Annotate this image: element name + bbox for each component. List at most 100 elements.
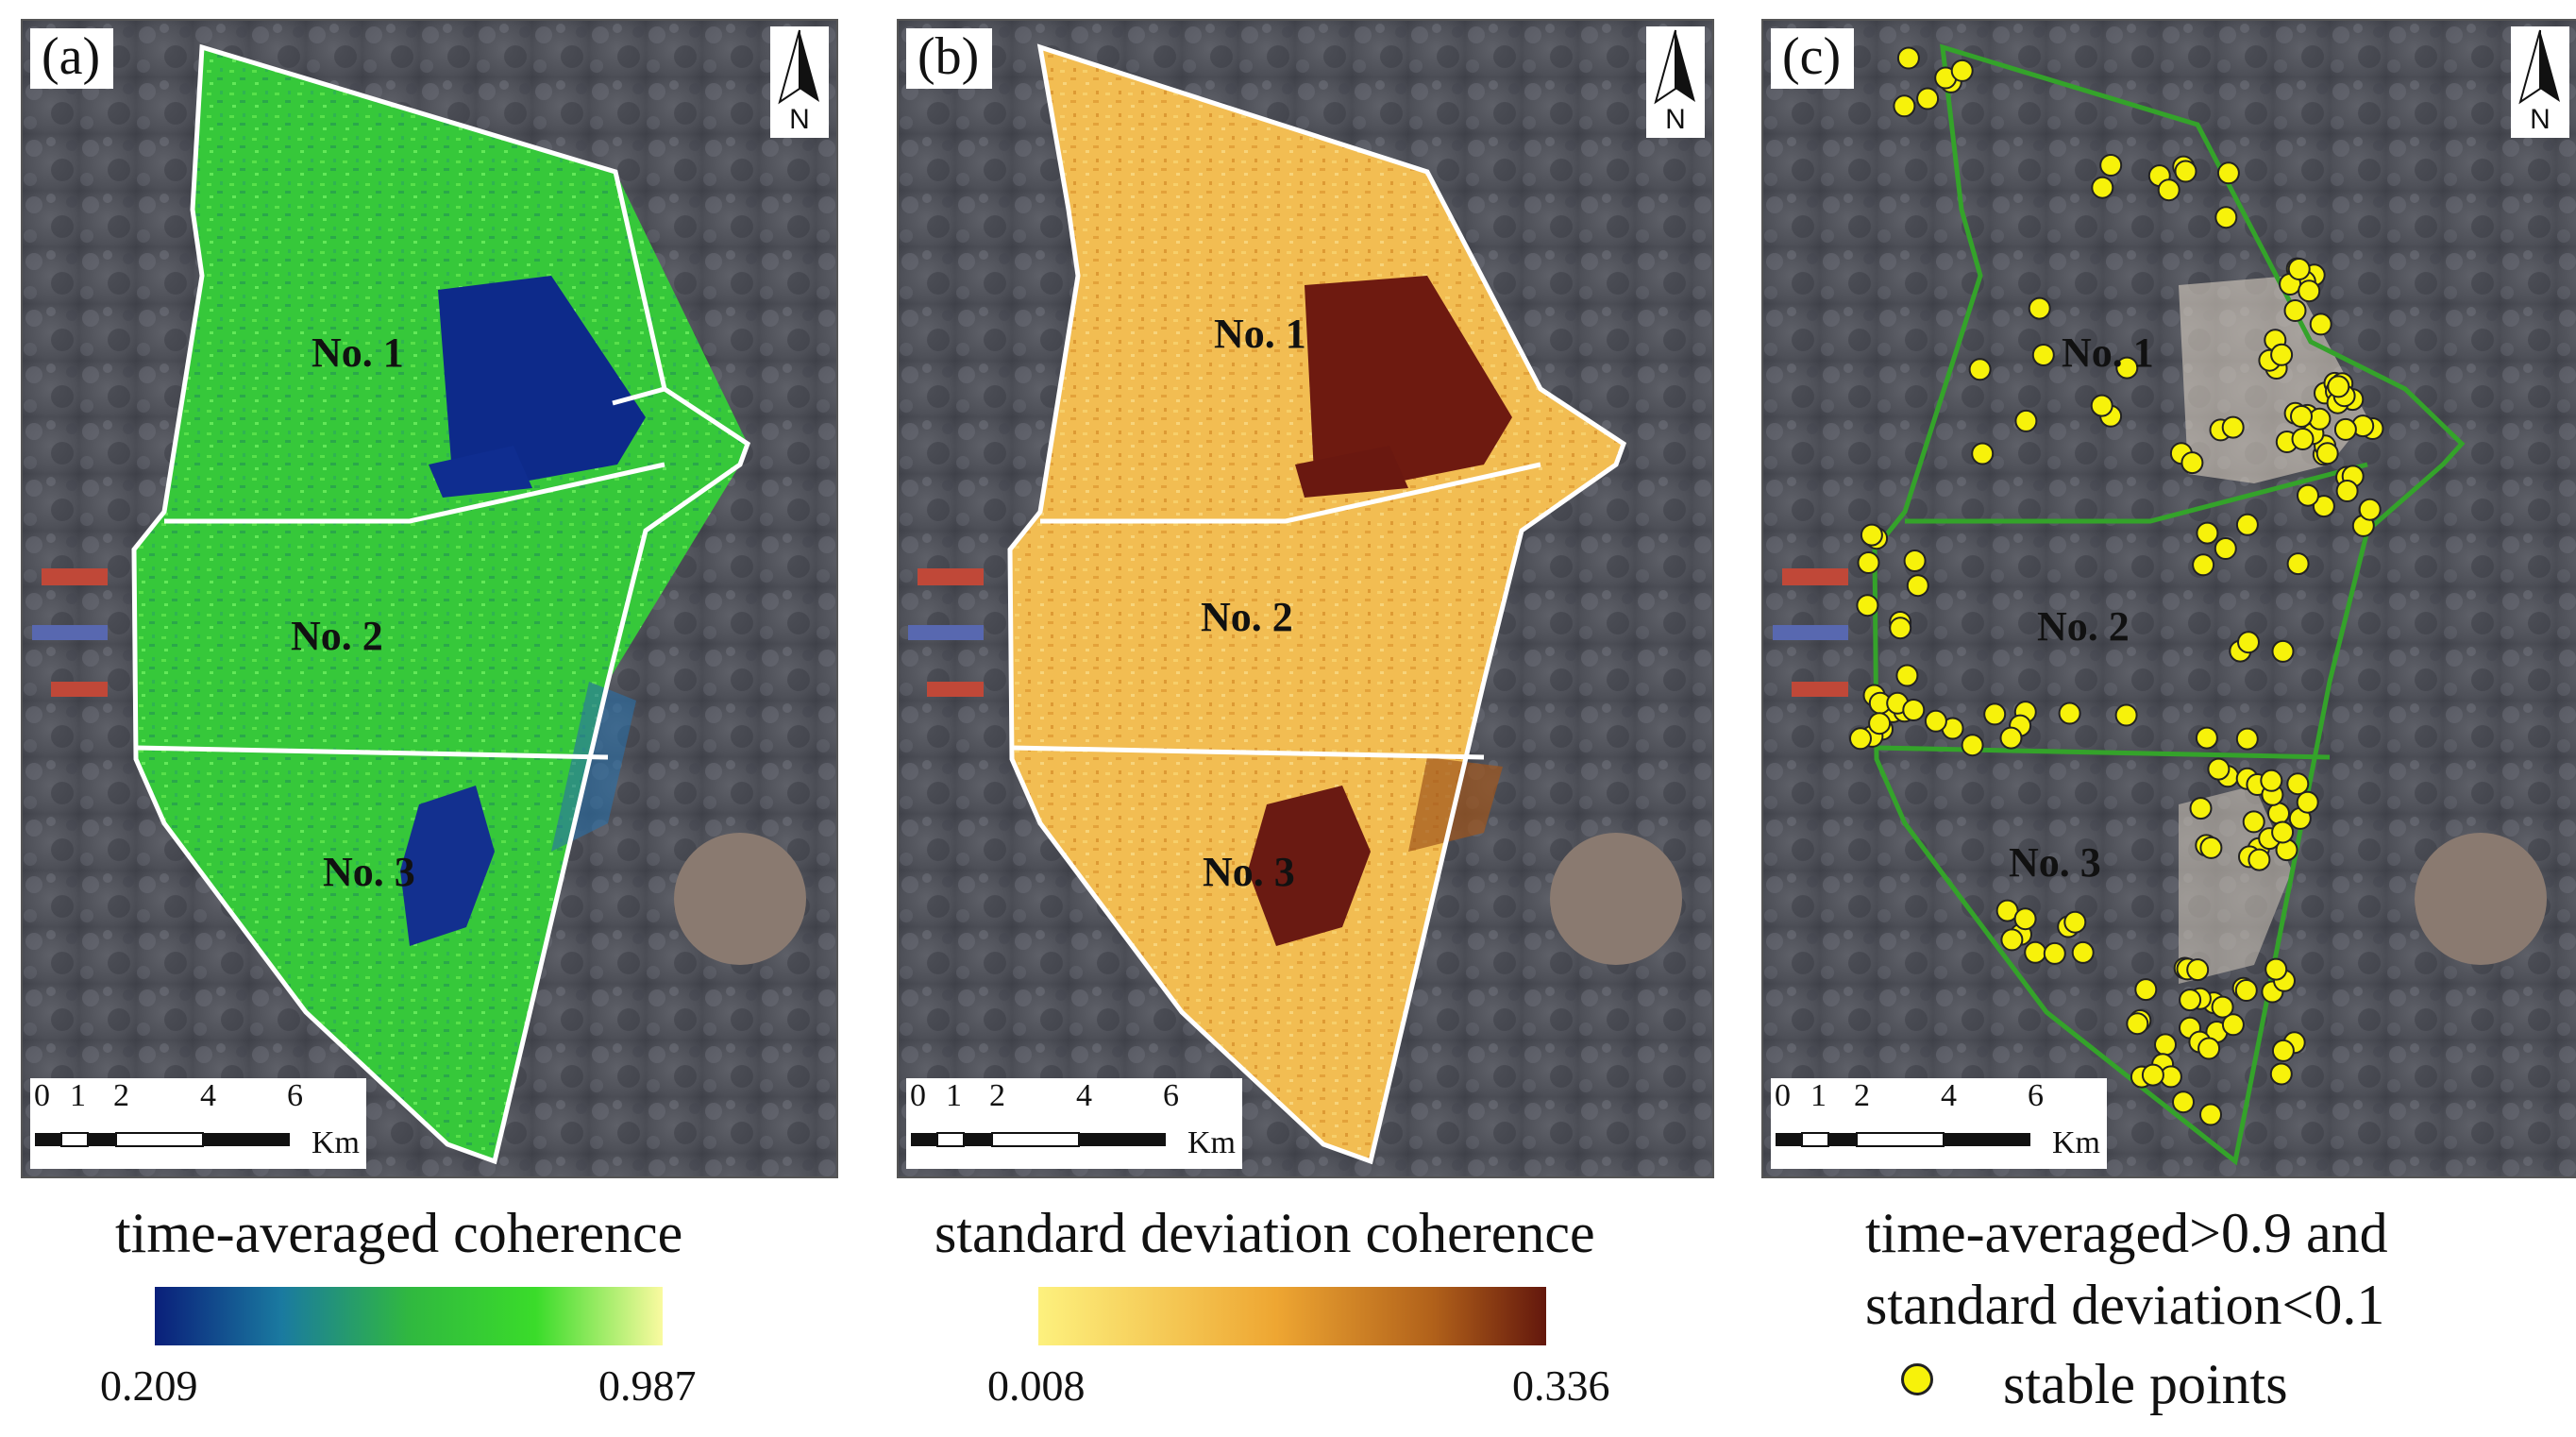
stable-point	[2327, 375, 2350, 398]
scale-bar: 0 1 2 4 6 Km	[1771, 1078, 2107, 1169]
panel-c: (c) N No. 1 No. 2 No. 3 0 1 2 4 6 Km	[1761, 19, 2576, 1178]
region-label-1: No. 1	[1214, 311, 1306, 357]
stable-point	[1924, 709, 1947, 733]
scale-tick: 0	[1775, 1078, 1791, 1113]
stable-point	[2115, 356, 2139, 380]
scale-tick: 1	[946, 1078, 962, 1113]
building	[32, 625, 108, 640]
panel-label: (a)	[30, 28, 114, 89]
stable-point	[2195, 726, 2218, 750]
stable-point	[2000, 928, 2024, 952]
colorbar-coherence-gradient	[155, 1287, 663, 1345]
stable-point	[2063, 910, 2087, 934]
stable-point	[2157, 178, 2180, 202]
stable-point	[1903, 549, 1927, 572]
panel-b: (b) N No. 1 No. 2 No. 3 0 1 2 4 6 Km	[897, 19, 1714, 1178]
stable-point	[1857, 551, 1880, 574]
stable-point	[2242, 810, 2265, 834]
stable-point	[2154, 1033, 2177, 1057]
north-arrow: N	[2511, 26, 2569, 138]
region-boundaries	[1872, 43, 2466, 1166]
scale-tick: 2	[989, 1078, 1005, 1113]
coherence-area	[134, 47, 748, 1161]
stable-point	[2221, 415, 2245, 439]
region-label-1: No. 1	[311, 330, 404, 376]
scale-bar-segments	[911, 1132, 1166, 1147]
stable-point	[1983, 702, 2007, 726]
stable-point	[2031, 344, 2055, 366]
stable-point	[1856, 594, 1879, 617]
low-coherence-patch	[400, 786, 495, 946]
stable-point	[1968, 358, 1992, 381]
stable-point	[2028, 296, 2051, 320]
scale-tick: 4	[1941, 1078, 1957, 1113]
stable-point	[2235, 727, 2259, 751]
stable-point	[2126, 1012, 2149, 1036]
scale-tick: 4	[1076, 1078, 1092, 1113]
stable-point	[2234, 979, 2258, 1002]
stable-point	[2058, 702, 2081, 725]
stable-point	[2197, 1037, 2221, 1060]
stable-point	[1893, 94, 1916, 118]
high-std-patch	[1305, 276, 1512, 483]
stable-point	[2269, 1062, 2293, 1086]
stable-point	[2199, 836, 2223, 859]
panel-a-title: time-averaged coherence	[115, 1202, 683, 1264]
stable-point	[2309, 313, 2332, 336]
panel-b-map	[899, 21, 1712, 1176]
stable-point	[2216, 161, 2240, 185]
stable-point	[2298, 279, 2321, 303]
stable-point	[2207, 757, 2231, 781]
north-letter: N	[1665, 104, 1686, 135]
panel-c-title-line1: time-averaged>0.9 and	[1865, 1202, 2388, 1264]
stable-point	[2214, 537, 2237, 560]
building	[1773, 625, 1848, 640]
building	[42, 568, 108, 585]
stable-point	[1916, 87, 1940, 110]
colorbar-coherence-min: 0.209	[100, 1361, 198, 1410]
region-boundaries	[131, 43, 751, 1165]
stable-point	[2358, 498, 2382, 521]
region-label-2: No. 2	[1201, 594, 1293, 640]
region-label-3: No. 3	[323, 849, 415, 895]
stable-point	[2270, 343, 2294, 366]
stable-point	[2199, 1103, 2222, 1126]
low-coherence-patch	[551, 682, 636, 852]
panel-b-title: standard deviation coherence	[934, 1202, 1595, 1264]
stable-point	[2267, 802, 2290, 825]
north-arrow-icon	[2518, 29, 2560, 105]
building	[908, 625, 984, 640]
north-letter: N	[2530, 104, 2551, 135]
low-coherence-patch	[429, 446, 532, 498]
stable-point	[2024, 940, 2047, 964]
scale-bar-segments	[35, 1132, 290, 1147]
building	[51, 682, 108, 697]
stable-point	[2286, 552, 2310, 576]
scale-tick: 6	[2028, 1078, 2044, 1113]
stable-point	[2221, 1013, 2245, 1037]
stable-point	[1961, 734, 1984, 757]
stable-point-legend-label: stable points	[2003, 1353, 2288, 1415]
stable-point	[2271, 820, 2295, 844]
stable-point	[2248, 848, 2271, 871]
low-coherence-patch	[438, 276, 646, 483]
building	[927, 682, 984, 697]
stable-point	[2296, 790, 2319, 814]
building	[918, 568, 984, 585]
scale-unit: Km	[2052, 1125, 2100, 1160]
region-boundaries	[1007, 43, 1627, 1165]
stable-point	[1860, 523, 1883, 547]
stable-point	[1849, 727, 1872, 751]
stable-point-legend-icon	[1901, 1363, 1933, 1395]
stable-point	[2172, 1090, 2195, 1114]
scale-tick: 0	[34, 1078, 50, 1113]
stable-point	[2271, 639, 2295, 663]
stable-point	[1889, 617, 1912, 640]
stable-point	[1999, 726, 2023, 750]
stable-point	[1902, 699, 1926, 721]
colorbar-coherence-max: 0.987	[598, 1361, 697, 1410]
stable-point	[1971, 442, 1995, 465]
scale-tick: 0	[910, 1078, 926, 1113]
stable-point	[2189, 797, 2213, 820]
high-std-patch	[1295, 446, 1408, 498]
